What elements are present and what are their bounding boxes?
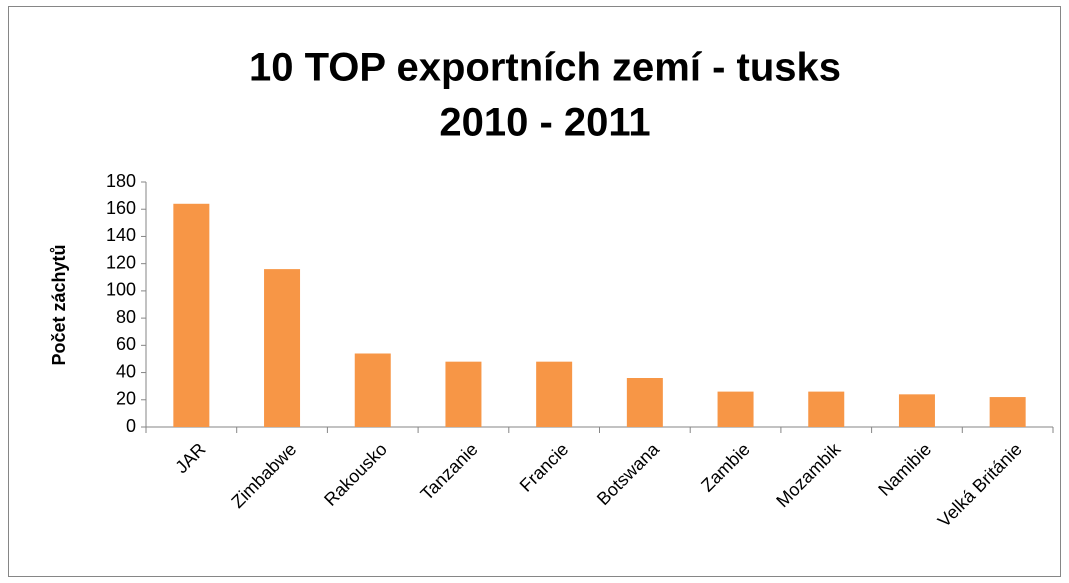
bar: [898, 394, 935, 427]
y-tick-label: 20: [116, 389, 136, 409]
bar: [354, 353, 391, 427]
bar: [445, 361, 482, 427]
y-tick-label: 120: [106, 252, 136, 272]
bar: [264, 269, 301, 427]
bar: [173, 203, 210, 427]
y-tick-label: 60: [116, 334, 136, 354]
y-tick-label: 180: [106, 171, 136, 191]
y-tick-label: 100: [106, 280, 136, 300]
chart-title: 2010 - 2011: [439, 101, 650, 145]
y-tick-label: 40: [116, 361, 136, 381]
bar: [717, 391, 754, 427]
bar: [626, 378, 663, 427]
bar: [808, 391, 845, 427]
y-axis-label: Počet záchytů: [49, 244, 69, 365]
chart-title: 10 TOP exportních zemí - tusks: [249, 46, 841, 90]
bar: [536, 361, 573, 427]
y-tick-label: 140: [106, 225, 136, 245]
y-tick-label: 80: [116, 307, 136, 327]
y-tick-label: 0: [126, 416, 136, 436]
bar: [989, 397, 1026, 427]
y-tick-label: 160: [106, 198, 136, 218]
